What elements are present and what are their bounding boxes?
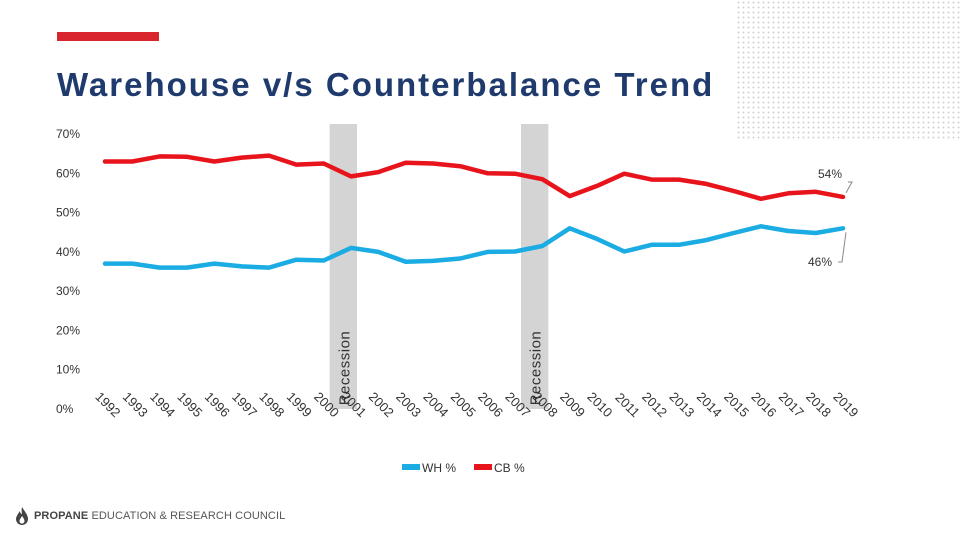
series-line-wh <box>102 224 846 270</box>
x-tick-label: 2003 <box>393 389 424 420</box>
x-tick-label: 2010 <box>584 389 615 420</box>
legend-swatch <box>402 464 420 470</box>
x-tick-label: 2006 <box>475 389 506 420</box>
x-tick-label: 2009 <box>557 389 588 420</box>
x-tick-label: 2005 <box>448 389 479 420</box>
slide-title: Warehouse v/s Counterbalance Trend <box>57 66 715 103</box>
x-tick-label: 2013 <box>666 389 697 420</box>
series-layer <box>102 153 846 270</box>
footer-logo: PROPANE EDUCATION & RESEARCH COUNCIL <box>16 507 285 525</box>
recession-label: Recession <box>336 331 353 406</box>
annotation-layer: 54% 46% <box>808 167 853 269</box>
flame-icon <box>16 507 28 525</box>
footer-brand: PROPANE <box>34 510 89 522</box>
accent-bar <box>57 32 159 41</box>
series-line-cb <box>102 153 846 202</box>
x-tick-label: 1999 <box>284 389 315 420</box>
y-tick-label: 20% <box>56 323 80 337</box>
y-tick-label: 30% <box>56 284 80 298</box>
footer-org: EDUCATION & RESEARCH COUNCIL <box>91 510 286 522</box>
x-tick-label: 2012 <box>639 389 670 420</box>
data-label-2019: 46% <box>808 255 832 269</box>
x-tick-label: 1994 <box>147 389 178 420</box>
y-tick-label: 40% <box>56 245 80 259</box>
data-label-2019: 54% <box>818 167 842 181</box>
legend-swatch <box>474 464 492 470</box>
x-tick-label: 2017 <box>776 389 807 420</box>
x-tick-label: 2002 <box>366 389 397 420</box>
x-tick-label: 2014 <box>694 389 725 420</box>
recession-layer: Recession Recession <box>329 124 549 409</box>
x-tick-label: 2011 <box>612 390 642 420</box>
x-tick-label: 1996 <box>202 389 233 420</box>
x-tick-label: 2004 <box>420 389 451 420</box>
x-tick-label: 1995 <box>174 389 205 420</box>
y-tick-label: 50% <box>56 206 80 220</box>
legend-layer: WH % CB % <box>402 461 525 475</box>
annotation-leader <box>845 181 853 194</box>
x-tick-label: 2015 <box>721 389 752 420</box>
recession-band-2 <box>521 124 549 409</box>
x-tick-label: 2018 <box>803 389 834 420</box>
x-tick-label: 1993 <box>120 389 151 420</box>
axis-layer: 0%10%20%30%40%50%60%70%19921993199419951… <box>56 127 861 420</box>
y-tick-label: 0% <box>56 402 74 416</box>
y-tick-label: 60% <box>56 166 80 180</box>
decorative-dot-pattern <box>736 0 960 140</box>
x-tick-label: 1992 <box>92 389 123 420</box>
y-tick-label: 70% <box>56 127 80 141</box>
x-tick-label: 2019 <box>830 389 861 420</box>
legend-label: WH % <box>422 461 456 475</box>
x-tick-label: 2016 <box>748 389 779 420</box>
x-tick-label: 1998 <box>256 389 287 420</box>
y-tick-label: 10% <box>56 363 80 377</box>
recession-label: Recession <box>528 331 545 406</box>
annotation-leader <box>838 232 847 263</box>
x-tick-label: 1997 <box>229 389 260 420</box>
legend-label: CB % <box>494 461 525 475</box>
